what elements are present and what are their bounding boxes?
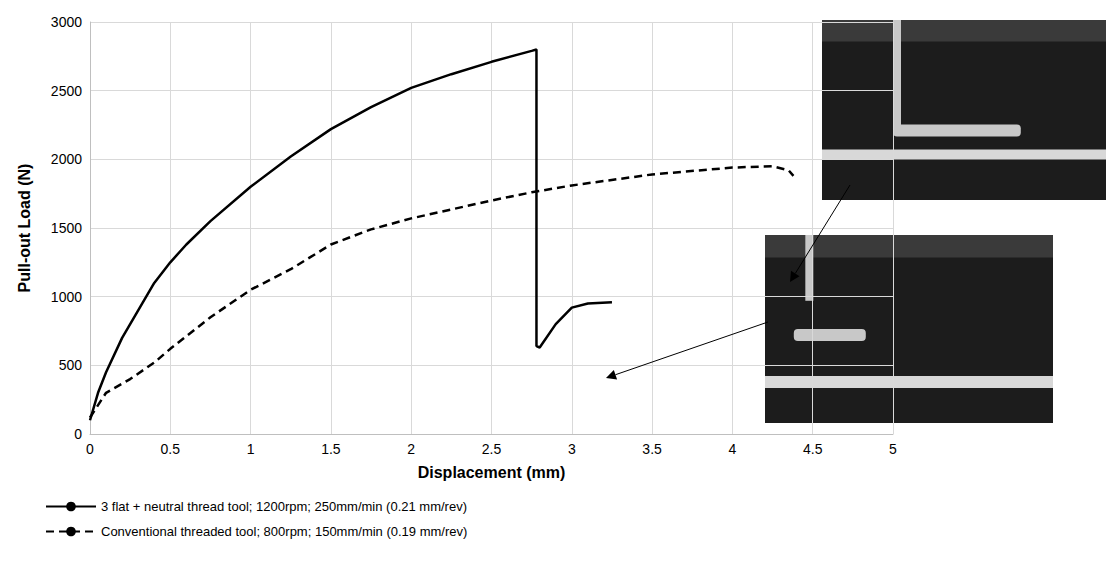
svg-text:2000: 2000 xyxy=(51,151,82,167)
svg-text:0: 0 xyxy=(74,426,82,442)
svg-text:2500: 2500 xyxy=(51,83,82,99)
svg-text:500: 500 xyxy=(59,357,83,373)
svg-text:1000: 1000 xyxy=(51,289,82,305)
svg-text:2.5: 2.5 xyxy=(482,441,502,457)
svg-text:Displacement (mm): Displacement (mm) xyxy=(418,464,566,481)
svg-text:3 flat + neutral thread tool;: 3 flat + neutral thread tool; 1200rpm; 2… xyxy=(101,499,467,514)
svg-text:2: 2 xyxy=(407,441,415,457)
svg-text:3000: 3000 xyxy=(51,14,82,30)
svg-text:4.5: 4.5 xyxy=(803,441,823,457)
svg-text:Pull-out Load (N): Pull-out Load (N) xyxy=(16,164,33,293)
svg-text:0: 0 xyxy=(86,441,94,457)
svg-text:4: 4 xyxy=(729,441,737,457)
svg-text:3.5: 3.5 xyxy=(642,441,662,457)
svg-text:1: 1 xyxy=(247,441,255,457)
svg-text:0.5: 0.5 xyxy=(161,441,181,457)
svg-text:3: 3 xyxy=(568,441,576,457)
svg-text:Conventional threaded tool; 80: Conventional threaded tool; 800rpm; 150m… xyxy=(101,524,467,539)
svg-text:1500: 1500 xyxy=(51,220,82,236)
svg-text:1.5: 1.5 xyxy=(321,441,341,457)
svg-text:5: 5 xyxy=(889,441,897,457)
